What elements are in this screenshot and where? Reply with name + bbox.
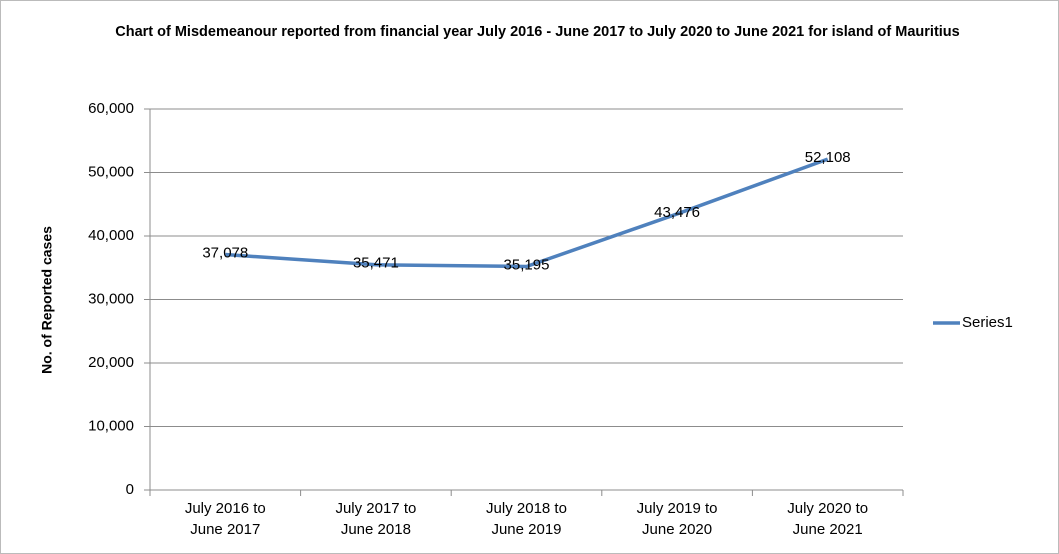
x-tick-box: July 2019 to June 2020 <box>636 500 718 538</box>
y-axis-label: No. of Reported cases <box>39 226 55 374</box>
x-tick-box: July 2017 to June 2018 <box>335 500 417 538</box>
x-tick-label: July 2017 to June 2018 <box>335 500 417 538</box>
data-label: 35,471 <box>353 255 399 272</box>
legend-label: Series1 <box>962 314 1013 331</box>
y-tick-label: 0 <box>126 481 134 498</box>
data-label: 52,108 <box>805 149 851 166</box>
y-tick-label: 60,000 <box>88 100 134 117</box>
y-tick-label: 50,000 <box>88 163 134 180</box>
y-tick-label: 20,000 <box>88 354 134 371</box>
data-label: 43,476 <box>654 204 700 221</box>
y-tick-label: 40,000 <box>88 227 134 244</box>
data-label: 37,078 <box>202 245 248 262</box>
chart-title: Chart of Misdemeanour reported from fina… <box>115 24 960 40</box>
x-tick-box: July 2020 to June 2021 <box>787 500 869 538</box>
y-tick-label: 10,000 <box>88 417 134 434</box>
x-tick-label: July 2016 to June 2017 <box>184 500 266 538</box>
data-label: 35,195 <box>504 256 550 273</box>
x-tick-box: July 2018 to June 2019 <box>486 500 567 538</box>
series-line <box>225 157 829 269</box>
x-tick-label: July 2018 to June 2019 <box>486 500 567 538</box>
title-box: Chart of Misdemeanour reported from fina… <box>115 24 960 40</box>
x-tick-label: July 2019 to June 2020 <box>636 500 718 538</box>
y-tick-label: 30,000 <box>88 290 134 307</box>
x-tick-box: July 2016 to June 2017 <box>184 500 266 538</box>
x-tick-label: July 2020 to June 2021 <box>787 500 869 538</box>
